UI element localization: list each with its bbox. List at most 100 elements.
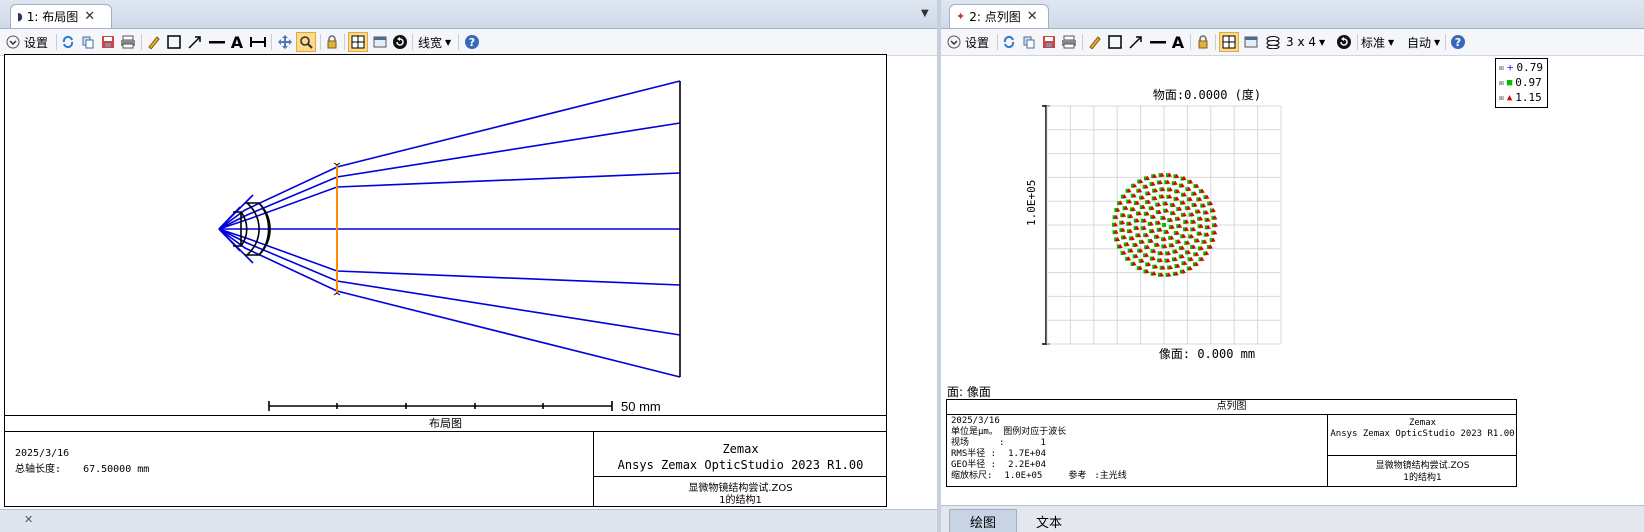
spot-point — [1191, 226, 1197, 231]
footer-date: 2025/3/16 — [15, 448, 70, 459]
spot-point — [1121, 234, 1127, 239]
spot-point — [1169, 242, 1175, 247]
footer-product: Ansys Zemax OpticStudio 2023 R1.00 — [1330, 429, 1515, 439]
spot-point — [1197, 196, 1203, 201]
grid-view-icon[interactable] — [348, 32, 368, 52]
lens-surface-5 — [258, 202, 271, 256]
pencil-icon[interactable] — [1087, 32, 1103, 52]
ray-2 — [218, 122, 681, 230]
spot-point — [1201, 203, 1207, 208]
pan-icon[interactable] — [276, 32, 294, 52]
footer-config: 1的结构1 — [719, 495, 762, 506]
spot-point — [1198, 245, 1204, 250]
standard-label: 标准 — [1361, 35, 1386, 50]
spot-point — [1176, 239, 1182, 244]
spot-point — [1204, 250, 1210, 255]
lock-icon[interactable] — [324, 32, 340, 52]
print-icon[interactable] — [1061, 32, 1077, 52]
tab-text[interactable]: 文本 — [1019, 510, 1079, 532]
spot-point — [1185, 240, 1191, 245]
text-icon[interactable]: A — [1171, 32, 1185, 52]
line-icon[interactable] — [1149, 32, 1167, 52]
text-icon[interactable]: A — [230, 32, 244, 52]
spot-point — [1195, 238, 1201, 243]
layout-plot: 50 mm — [4, 54, 887, 416]
layout-footer: 布局图 2025/3/16 总轴长度: 67.50000 mm Zemax An… — [4, 415, 887, 507]
footer-scale-row: 缩放标尺: 1.0E+05 参考:主光线 — [951, 471, 1127, 481]
linewidth-dropdown[interactable]: 线宽 ▼ — [418, 32, 451, 52]
pencil-icon[interactable] — [146, 32, 162, 52]
dimension-icon[interactable] — [249, 32, 267, 52]
grid-size-label: 3 x 4 — [1286, 35, 1316, 49]
rectangle-icon[interactable] — [1107, 32, 1123, 52]
spot-point — [1191, 219, 1197, 224]
auto-dropdown[interactable]: 自动 ▼ — [1407, 32, 1440, 52]
arrow-icon[interactable] — [1127, 32, 1145, 52]
refresh-icon[interactable] — [60, 32, 76, 52]
spot-point — [1138, 248, 1144, 253]
copy-icon[interactable] — [80, 32, 96, 52]
tab-plot[interactable]: 绘图 — [949, 509, 1017, 532]
footer-total-length: 总轴长度: 67.50000 mm — [15, 460, 149, 475]
spot-point — [1208, 201, 1214, 206]
standard-dropdown[interactable]: 标准 ▼ — [1361, 32, 1394, 52]
checkbox-icon[interactable]: ☒ — [1499, 63, 1504, 72]
spot-point — [1165, 179, 1171, 184]
close-icon[interactable]: ✕ — [84, 9, 96, 24]
zoom-icon[interactable] — [296, 32, 316, 52]
pane-splitter[interactable] — [937, 0, 941, 532]
spot-point — [1148, 221, 1154, 226]
chevron-down-icon — [947, 35, 961, 49]
spot-point — [1144, 211, 1150, 216]
spot-point — [1144, 252, 1150, 257]
spot-point — [1186, 186, 1192, 191]
copy-icon[interactable] — [1021, 32, 1037, 52]
lock-icon[interactable] — [1195, 32, 1211, 52]
window-icon[interactable] — [372, 32, 388, 52]
spot-point — [1171, 210, 1177, 215]
svg-text:?: ? — [469, 36, 475, 49]
total-length-label: 总轴长度: — [15, 464, 62, 475]
linewidth-label: 线宽 — [418, 35, 443, 50]
help-icon[interactable]: ? — [1449, 32, 1467, 52]
tab-layout[interactable]: ◗ 1: 布局图 ✕ — [10, 4, 112, 28]
close-icon[interactable]: ✕ — [1026, 9, 1038, 24]
layers-icon[interactable] — [1265, 32, 1281, 52]
spot-point — [1137, 265, 1143, 270]
spot-plot — [1042, 105, 1282, 345]
checkbox-icon[interactable]: ☒ — [1499, 93, 1504, 102]
settings-button[interactable]: 设置 — [6, 32, 48, 52]
tab-menu-icon[interactable]: ▼ — [921, 8, 929, 19]
help-icon[interactable]: ? — [463, 32, 481, 52]
print-icon[interactable] — [120, 32, 136, 52]
svg-text:?: ? — [1455, 36, 1461, 49]
reset-icon[interactable] — [1335, 32, 1353, 52]
spot-point — [1162, 223, 1166, 227]
reset-icon[interactable] — [392, 32, 408, 52]
refresh-icon[interactable] — [1001, 32, 1017, 52]
grid-size-dropdown[interactable]: 3 x 4 ▼ — [1286, 32, 1325, 52]
save-icon[interactable] — [1041, 32, 1057, 52]
save-icon[interactable] — [100, 32, 116, 52]
window-icon[interactable] — [1243, 32, 1259, 52]
tab-strip: ✦ 2: 点列图 ✕ — [941, 0, 1644, 29]
spot-point — [1194, 183, 1200, 188]
spot-point — [1151, 271, 1157, 276]
rectangle-icon[interactable] — [166, 32, 182, 52]
spot-point — [1153, 188, 1159, 193]
grid-view-icon[interactable] — [1219, 32, 1239, 52]
close-icon[interactable]: ✕ — [24, 513, 34, 526]
lens-surface-2 — [240, 211, 248, 247]
arrow-icon[interactable] — [186, 32, 204, 52]
spot-point — [1152, 195, 1158, 200]
line-icon[interactable] — [208, 32, 226, 52]
tab-label: 文本 — [1035, 515, 1062, 531]
settings-label: 设置 — [965, 35, 990, 50]
lens-group — [233, 81, 681, 377]
settings-button[interactable]: 设置 — [947, 32, 989, 52]
tab-spot-diagram[interactable]: ✦ 2: 点列图 ✕ — [949, 4, 1049, 28]
checkbox-icon[interactable]: ☒ — [1499, 78, 1504, 87]
spot-point — [1168, 265, 1174, 270]
spot-point — [1118, 200, 1124, 205]
spot-point — [1165, 258, 1171, 263]
